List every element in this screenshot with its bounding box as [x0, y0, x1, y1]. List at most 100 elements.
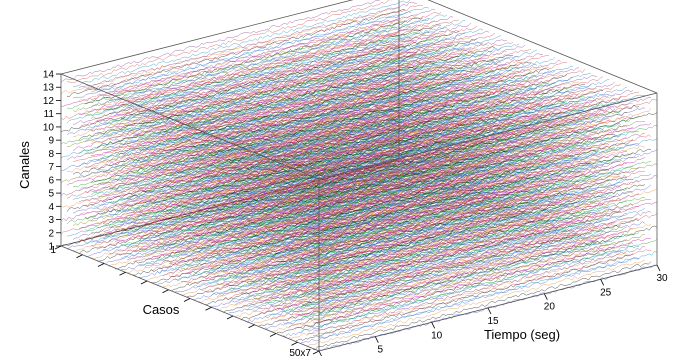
y-tick-mark: [487, 307, 492, 315]
signal-trace: [114, 16, 454, 105]
signal-trace: [300, 91, 640, 179]
signal-trace: [300, 180, 640, 268]
signal-trace: [210, 106, 550, 193]
signal-trace: [282, 235, 622, 325]
signal-trace: [168, 126, 508, 214]
signal-trace: [258, 112, 598, 201]
signal-trace: [90, 7, 430, 93]
signal-trace: [306, 121, 645, 208]
signal-trace: [276, 195, 616, 283]
signal-trace: [84, 80, 424, 169]
signal-trace: [192, 49, 532, 135]
signal-trace: [126, 58, 466, 147]
signal-trace: [216, 70, 556, 158]
signal-trace: [246, 184, 586, 271]
signal-trace: [234, 91, 574, 177]
signal-trace: [264, 230, 604, 317]
signal-trace: [222, 60, 562, 148]
signal-trace: [288, 213, 628, 302]
signal-trace: [294, 191, 634, 278]
signal-trace: [210, 54, 550, 144]
signal-trace: [306, 184, 646, 271]
signal-trace: [186, 161, 526, 248]
x-tick-mark: [76, 254, 83, 259]
signal-trace: [300, 257, 640, 344]
z-tick-label: 7: [48, 162, 54, 173]
signal-trace: [246, 147, 585, 235]
signal-trace: [270, 244, 610, 332]
signal-trace: [312, 160, 652, 249]
z-tick-label: 9: [48, 136, 54, 147]
x-tick-mark: [312, 350, 320, 355]
signal-trace: [288, 112, 628, 201]
x-tick-mark: [205, 306, 212, 311]
z-tick-label: 11: [44, 109, 55, 120]
signal-trace: [180, 157, 520, 246]
signal-trace: [294, 178, 634, 267]
signal-trace: [258, 188, 598, 276]
x-tick-mark: [97, 263, 105, 267]
signal-trace: [168, 64, 508, 151]
signal-trace: [276, 235, 616, 322]
x-tick-mark: [226, 315, 234, 320]
y-tick-mark: [374, 336, 379, 343]
signal-trace: [114, 118, 454, 206]
signal-trace: [306, 197, 646, 284]
box-edge-back-top: [60, 0, 354, 75]
signal-trace: [300, 245, 640, 333]
signal-trace: [192, 61, 532, 149]
signal-trace: [264, 76, 604, 164]
signal-trace: [108, 14, 448, 102]
z-tick-label: 12: [43, 96, 55, 107]
signal-trace: [78, 26, 418, 115]
signal-trace: [216, 185, 556, 272]
signal-trace: [318, 124, 658, 211]
y-tick-label: 15: [487, 316, 499, 327]
signal-trace: [294, 241, 634, 330]
signal-trace: [252, 161, 592, 250]
x-tick-mark: [54, 245, 62, 250]
signal-trace: [270, 205, 610, 296]
y-tick-label: 20: [544, 302, 556, 313]
z-tick-label: 14: [43, 70, 55, 81]
signal-trace: [204, 204, 544, 292]
signal-trace: [138, 89, 478, 177]
signal-trace: [156, 46, 496, 134]
signal-trace: [312, 238, 652, 324]
z-tick-label: 5: [48, 189, 54, 200]
signal-trace: [234, 229, 574, 318]
signal-trace: [162, 87, 502, 174]
signal-trace: [66, 9, 406, 97]
x-tick-mark: [119, 271, 126, 276]
signal-trace: [246, 68, 586, 157]
signal-trace: [102, 24, 442, 111]
y-tick-label: 10: [431, 330, 443, 341]
signal-trace: [318, 251, 658, 339]
signal-trace: [108, 64, 448, 153]
signal-trace: [180, 119, 520, 206]
signal-trace: [138, 191, 478, 278]
x-tick-label: 50x7: [289, 348, 311, 356]
signal-trace: [144, 28, 484, 116]
signal-trace: [168, 76, 507, 165]
signal-trace: [228, 227, 568, 314]
signal-trace: [138, 25, 478, 114]
x-tick-mark: [248, 324, 255, 329]
signal-trace: [133, 37, 472, 123]
signal-trace: [282, 185, 622, 274]
signal-trace: [318, 188, 658, 275]
x-tick-mark: [291, 341, 298, 346]
signal-trace: [312, 134, 652, 223]
signal-trace: [156, 97, 496, 184]
signal-trace: [312, 148, 652, 235]
signal-trace: [186, 45, 526, 133]
signal-trace: [312, 211, 652, 299]
z-tick-label: 6: [48, 175, 54, 186]
signal-trace: [294, 126, 634, 215]
signal-trace: [198, 202, 538, 290]
signal-trace: [282, 123, 622, 210]
signal-trace: [312, 184, 652, 273]
signal-trace: [60, 0, 381, 83]
signal-trace: [276, 81, 616, 170]
